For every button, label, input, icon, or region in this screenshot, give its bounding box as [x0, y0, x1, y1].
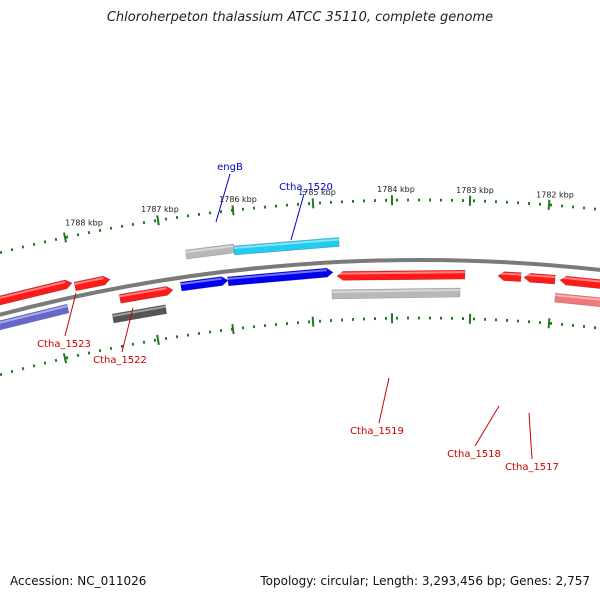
- ruler-label: 1783 kbp: [456, 186, 494, 195]
- leader-line-ctha-1517: [528, 412, 533, 460]
- inner-major-tick: [547, 318, 551, 329]
- leader-line-ctha-1523: [64, 292, 77, 337]
- inner-ruler-dot: [0, 372, 3, 377]
- gene-blue-long-arrow: [227, 267, 334, 287]
- gene-label-engb: engB: [217, 162, 243, 173]
- outer-ruler-dot: [76, 233, 80, 237]
- inner-ruler-dot: [120, 344, 124, 348]
- ruler-label: 1786 kbp: [219, 195, 257, 204]
- gene-right-edge-arrow-shine: [560, 276, 600, 283]
- gene-ctha-1519-arrow: [336, 269, 466, 281]
- gene-ctha-1522-fwd-arrow-shine: [119, 287, 167, 298]
- outer-ruler-dot: [21, 245, 25, 249]
- ruler-label: 1784 kbp: [377, 185, 415, 194]
- ruler-label: 1787 kbp: [141, 205, 179, 214]
- gene-ctha-1520-arrow: [233, 237, 340, 256]
- inner-ruler-dot: [54, 358, 58, 363]
- inner-ruler-dot: [131, 342, 135, 346]
- inner-ruler-dot: [32, 364, 36, 368]
- inner-ruler-dot: [98, 349, 102, 353]
- inner-major-tick: [311, 316, 315, 327]
- outer-ruler-dot: [87, 230, 91, 235]
- leader-line-ctha-1522: [121, 307, 134, 353]
- leader-line-ctha-1518: [474, 405, 500, 447]
- outer-major-tick: [62, 232, 68, 243]
- gene-ctha-1517-arrow: [523, 272, 556, 285]
- accession-text: Accession: NC_011026: [10, 574, 147, 588]
- gene-ctha-1524-arrow-shine: [0, 280, 66, 299]
- inner-ruler-dot: [21, 367, 25, 371]
- outer-major-tick: [547, 199, 551, 210]
- inner-ruler-dot: [109, 346, 113, 351]
- outer-major-tick: [156, 215, 160, 226]
- gene-ctha-1520-arrow-shine: [233, 238, 339, 249]
- gene-ctha-1524-arrow: [0, 279, 73, 306]
- inner-ruler-dot: [43, 361, 47, 365]
- leader-line-engb: [215, 173, 231, 223]
- outer-major-tick: [311, 198, 315, 209]
- gene-ctha-1522-arrow-shine: [112, 305, 166, 318]
- outer-ruler-dot: [43, 240, 47, 244]
- ruler-label: 1782 kbp: [536, 190, 574, 199]
- gene-ctha-1522-arrow: [111, 304, 168, 324]
- ruler-label: 1785 kbp: [298, 188, 336, 197]
- gene-ctha-1522-fwd-arrow: [118, 286, 174, 304]
- gene-blue-small-arrow-shine: [180, 277, 222, 286]
- inner-major-tick: [231, 324, 235, 335]
- gene-label-ctha-1520: Ctha_1520: [279, 182, 333, 193]
- gene-blue-long-arrow-shine: [227, 269, 327, 280]
- leader-line-ctha-1520: [290, 193, 305, 241]
- gene-pink-arrow-shine: [555, 294, 600, 301]
- genome-summary-text: Topology: circular; Length: 3,293,456 bp…: [260, 574, 590, 588]
- gene-ctha-1523-arrow-shine: [74, 277, 104, 286]
- inner-ruler-dot: [65, 356, 69, 360]
- outer-major-tick: [231, 205, 235, 216]
- inner-ruler-dot: [87, 351, 91, 355]
- outer-ruler-dot: [65, 235, 69, 239]
- gene-engb-arrow-shine: [185, 244, 234, 254]
- gene-right-edge-arrow: [559, 275, 600, 289]
- gene-label-ctha-1518: Ctha_1518: [447, 449, 501, 460]
- inner-ruler-dot: [10, 369, 14, 374]
- gene-pink-arrow: [554, 292, 600, 308]
- outer-ruler-dot: [10, 248, 14, 252]
- gene-purple-arrow: [0, 303, 70, 331]
- gene-label-ctha-1522: Ctha_1522: [93, 355, 147, 366]
- inner-major-tick: [62, 353, 68, 364]
- genome-backbone: [0, 258, 600, 317]
- gene-ctha-1523-arrow: [73, 275, 111, 292]
- outer-ruler-dot: [109, 226, 113, 230]
- gene-purple-arrow-shine: [0, 305, 68, 324]
- gene-label-ctha-1517: Ctha_1517: [505, 462, 559, 473]
- gene-ctha-1519-arrow-shine: [336, 271, 466, 275]
- outer-ruler-dot: [98, 228, 102, 232]
- ruler-label: 1788 kbp: [65, 219, 103, 228]
- gene-label-ctha-1523: Ctha_1523: [37, 339, 91, 350]
- inner-major-tick: [156, 334, 160, 345]
- gene-ctha-1518-arrow-shine: [498, 272, 522, 276]
- outer-ruler-dot: [54, 237, 58, 242]
- gene-ctha-1518-arrow: [497, 271, 522, 282]
- gene-ctha-1519-gray-arrow: [331, 287, 461, 300]
- map-title: Chloroherpeton thalassium ATCC 35110, co…: [106, 10, 494, 25]
- outer-ruler-dot: [0, 250, 3, 255]
- gene-ctha-1517-arrow-shine: [524, 273, 556, 279]
- outer-ruler-dot: [32, 242, 36, 246]
- gene-blue-small-arrow: [179, 276, 229, 292]
- map-footer: Accession: NC_011026 Topology: circular;…: [10, 574, 590, 588]
- leader-line-ctha-1519: [378, 377, 390, 424]
- gene-label-ctha-1519: Ctha_1519: [350, 426, 404, 437]
- inner-ruler-dot: [76, 353, 80, 357]
- gene-ctha-1519-gray-arrow-shine: [331, 288, 461, 293]
